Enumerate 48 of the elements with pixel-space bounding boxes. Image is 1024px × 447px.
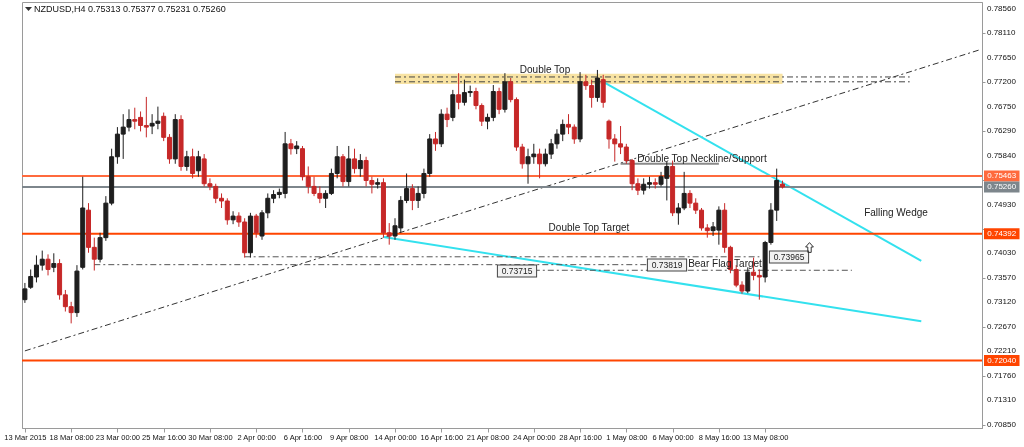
y-tick-label: 0.72670 <box>987 321 1017 331</box>
candlestick <box>253 213 259 239</box>
candlestick <box>195 150 201 178</box>
annotation: Double Top <box>519 64 571 75</box>
candlestick <box>600 74 606 109</box>
y-tick-label: 0.76290 <box>987 126 1017 136</box>
ref-line-label: 0.72040 <box>987 355 1017 365</box>
y-tick-label: 0.77650 <box>987 53 1017 63</box>
chart-title: NZDUSD,H4 0.75313 0.75377 0.75231 0.75260 <box>34 4 226 14</box>
ref-line-label: 0.75463 <box>987 171 1017 181</box>
annotation: 0.73715 <box>501 266 533 276</box>
candlestick <box>456 72 462 110</box>
annotation: 0.73965 <box>773 252 805 262</box>
ref-line-label: 0.74392 <box>987 228 1017 238</box>
annotation: Double Top Target <box>548 222 630 233</box>
y-tick-label: 0.75840 <box>987 150 1017 160</box>
y-tick-label: 0.71310 <box>987 394 1017 404</box>
y-tick-label: 0.76750 <box>987 101 1017 111</box>
candlestick <box>594 69 600 103</box>
annotation: Falling Wedge <box>864 207 929 218</box>
candlestick <box>444 107 450 128</box>
y-tick-label: 0.73570 <box>987 273 1017 283</box>
y-tick-label: 0.70850 <box>987 419 1017 429</box>
candlestick <box>22 282 28 304</box>
annotation: 0.73819 <box>651 260 683 270</box>
candlestick <box>51 252 57 273</box>
y-tick-label: 0.72210 <box>987 346 1017 356</box>
y-tick-label: 0.74030 <box>987 248 1017 258</box>
candlestick <box>190 148 196 179</box>
candlestick <box>409 183 415 211</box>
candlestick <box>496 87 502 115</box>
candlestick <box>184 150 190 172</box>
candlestick <box>432 131 438 152</box>
candlestick <box>450 89 456 122</box>
candlestick <box>45 253 51 276</box>
ref-line-label: 0.75260 <box>987 181 1017 191</box>
candlestick <box>346 145 352 187</box>
y-tick-label: 0.77200 <box>987 77 1017 87</box>
y-tick-label: 0.78560 <box>987 4 1017 14</box>
y-tick-label: 0.78110 <box>987 28 1016 38</box>
y-tick-label: 0.74930 <box>987 199 1017 209</box>
candlestick <box>230 210 236 225</box>
y-tick-label: 0.71760 <box>987 370 1017 380</box>
candlestick <box>352 148 358 174</box>
candlestick <box>288 138 294 156</box>
y-tick-label: 0.73120 <box>987 297 1017 307</box>
candlestick <box>537 148 543 179</box>
candlestick <box>357 153 363 178</box>
